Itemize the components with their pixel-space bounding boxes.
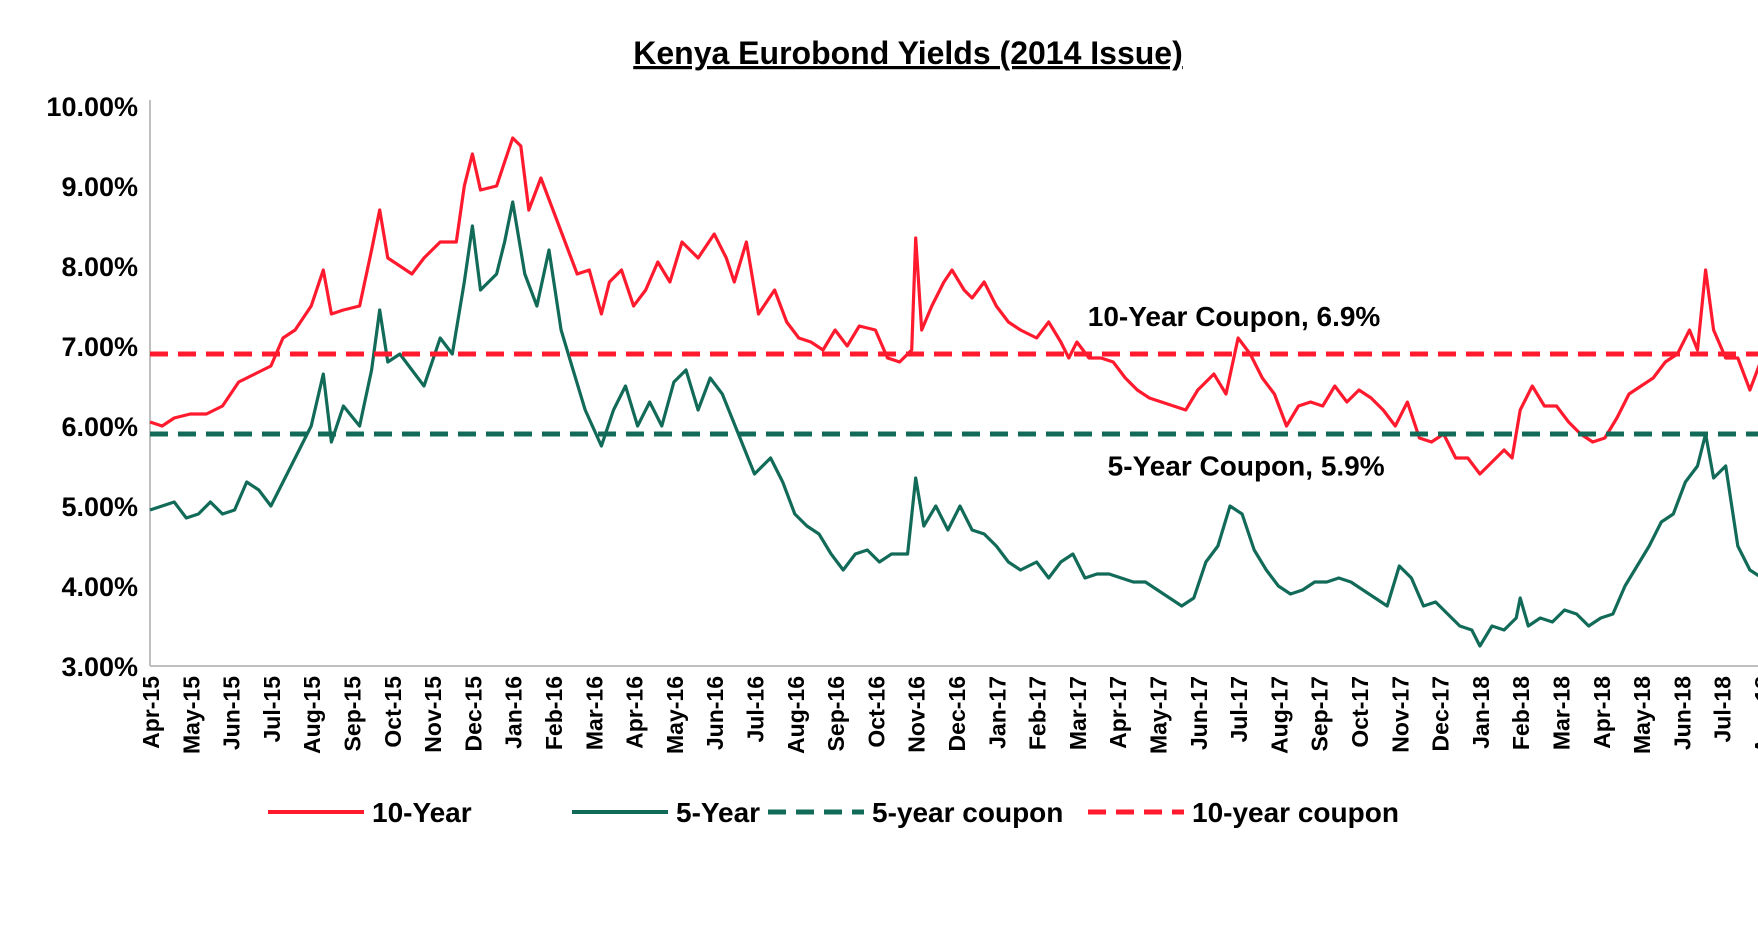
legend: 10-Year 5-Year 5-year coupon 10-year coupon (268, 797, 1399, 828)
x-tick-label: Jul-15 (259, 676, 285, 743)
x-tick-label: Apr-18 (1589, 676, 1615, 749)
x-tick-label: Mar-17 (1065, 676, 1091, 750)
y-tick-label: 10.00% (46, 92, 138, 122)
y-tick-label: 8.00% (61, 252, 138, 282)
x-tick-label: Feb-18 (1508, 676, 1534, 750)
chart-title: Kenya Eurobond Yields (2014 Issue) (633, 35, 1183, 71)
x-tick-label: Jun-17 (1186, 676, 1212, 750)
10-year-series-line (149, 136, 1758, 476)
x-tick-label: Jan-18 (1468, 676, 1494, 749)
x-tick-label: Sep-17 (1307, 676, 1333, 751)
x-tick-label: Jul-17 (1226, 676, 1252, 742)
x-tick-label: Apr-17 (1105, 676, 1131, 749)
legend-label: 5-year coupon (872, 797, 1063, 828)
x-tick-label: Aug-15 (299, 676, 325, 754)
plot-area: 10.00% 9.00% 8.00% 7.00% 6.00% 5.00% 4.00% 3.00… (46, 92, 1758, 754)
x-tick-label: Jan-16 (501, 676, 527, 749)
x-tick-label: Oct-16 (863, 676, 889, 748)
x-tick-label: Jun-16 (702, 676, 728, 750)
x-tick-label: May-15 (178, 676, 204, 754)
x-tick-label: Feb-16 (541, 676, 567, 750)
x-tick-label: Jul-18 (1710, 676, 1736, 743)
x-tick-label: Feb-17 (1025, 676, 1051, 750)
y-tick-label: 5.00% (61, 492, 138, 522)
x-tick-label: Jun-15 (219, 676, 245, 750)
x-tick-label: Aug-18 (1750, 676, 1758, 754)
y-tick-label: 9.00% (61, 172, 138, 202)
y-tick-label: 3.00% (61, 652, 138, 682)
x-tick-label: Nov-15 (420, 676, 446, 753)
x-tick-label: Dec-16 (944, 676, 970, 751)
x-tick-label: Apr-16 (622, 676, 648, 749)
y-tick-label: 4.00% (61, 572, 138, 602)
annotation-label: 5-Year Coupon, 5.9% (1108, 451, 1385, 482)
x-tick-label: May-17 (1146, 676, 1172, 754)
legend-label: 10-year coupon (1192, 797, 1399, 828)
legend-label: 5-Year (676, 797, 760, 828)
x-tick-label: Apr-15 (138, 676, 164, 749)
x-tick-label: Jan-17 (984, 676, 1010, 749)
x-tick-label: Oct-15 (380, 676, 406, 748)
x-tick-label: Sep-15 (340, 676, 366, 752)
x-tick-label: Jul-16 (743, 676, 769, 742)
x-tick-label: May-18 (1629, 676, 1655, 754)
x-tick-label: Aug-17 (1266, 676, 1292, 754)
x-tick-label: Nov-16 (904, 676, 930, 753)
x-tick-label: Dec-15 (460, 676, 486, 752)
x-tick-label: Sep-16 (823, 676, 849, 751)
x-tick-label: Oct-17 (1347, 676, 1373, 748)
legend-label: 10-Year (372, 797, 472, 828)
annotation-label: 10-Year Coupon, 6.9% (1088, 301, 1381, 332)
y-tick-label: 7.00% (61, 332, 138, 362)
x-tick-label: Jun-18 (1669, 676, 1695, 750)
y-tick-label: 6.00% (61, 412, 138, 442)
x-tick-label: Mar-16 (581, 676, 607, 750)
x-tick-label: May-16 (662, 676, 688, 754)
x-tick-label: Aug-16 (783, 676, 809, 754)
x-tick-label: Dec-17 (1428, 676, 1454, 751)
x-tick-label: Mar-18 (1549, 676, 1575, 750)
x-tick-label: Nov-17 (1387, 676, 1413, 753)
